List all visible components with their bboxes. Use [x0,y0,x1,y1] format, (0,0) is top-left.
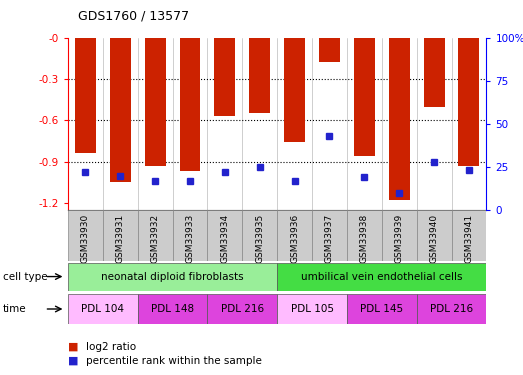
Text: GSM33932: GSM33932 [151,214,160,263]
Bar [312,210,347,261]
Text: GSM33938: GSM33938 [360,214,369,263]
Text: time: time [3,304,26,314]
Text: PDL 216: PDL 216 [221,304,264,314]
Bar [110,38,131,182]
Bar [214,38,235,116]
Bar [347,294,417,324]
Bar [138,294,208,324]
Bar [451,210,486,261]
Text: log2 ratio: log2 ratio [86,342,137,352]
Text: GSM33933: GSM33933 [186,214,195,263]
Bar [249,38,270,113]
Text: GSM33934: GSM33934 [220,214,230,263]
Text: PDL 148: PDL 148 [151,304,194,314]
Text: cell type: cell type [3,272,47,282]
Bar [138,210,173,261]
Bar [103,210,138,261]
Bar [347,210,382,261]
Text: GSM33935: GSM33935 [255,214,264,263]
Text: ■: ■ [68,342,78,352]
Bar [75,38,96,153]
Bar [208,210,242,261]
Text: PDL 216: PDL 216 [430,304,473,314]
Text: neonatal diploid fibroblasts: neonatal diploid fibroblasts [101,272,244,282]
Bar [277,294,347,324]
Text: GSM33939: GSM33939 [395,214,404,263]
Bar [354,38,375,156]
Text: GSM33940: GSM33940 [429,214,439,263]
Bar [284,38,305,142]
Text: GSM33937: GSM33937 [325,214,334,263]
Bar [173,210,208,261]
Text: percentile rank within the sample: percentile rank within the sample [86,356,262,366]
Text: GSM33930: GSM33930 [81,214,90,263]
Bar [417,294,486,324]
Bar [424,38,445,106]
Text: GSM33931: GSM33931 [116,214,125,263]
Bar [68,262,277,291]
Text: umbilical vein endothelial cells: umbilical vein endothelial cells [301,272,462,282]
Text: PDL 105: PDL 105 [291,304,334,314]
Bar [145,38,166,166]
Text: GDS1760 / 13577: GDS1760 / 13577 [78,9,189,22]
Bar [68,210,103,261]
Bar [319,38,340,62]
Bar [242,210,277,261]
Text: PDL 145: PDL 145 [360,304,403,314]
Bar [417,210,451,261]
Bar [208,294,277,324]
Text: GSM33941: GSM33941 [464,214,473,263]
Bar [382,210,417,261]
Bar [389,38,410,200]
Text: GSM33936: GSM33936 [290,214,299,263]
Bar [179,38,200,171]
Bar [459,38,480,166]
Text: PDL 104: PDL 104 [82,304,124,314]
Bar [68,294,138,324]
Bar [277,262,486,291]
Bar [277,210,312,261]
Text: ■: ■ [68,356,78,366]
